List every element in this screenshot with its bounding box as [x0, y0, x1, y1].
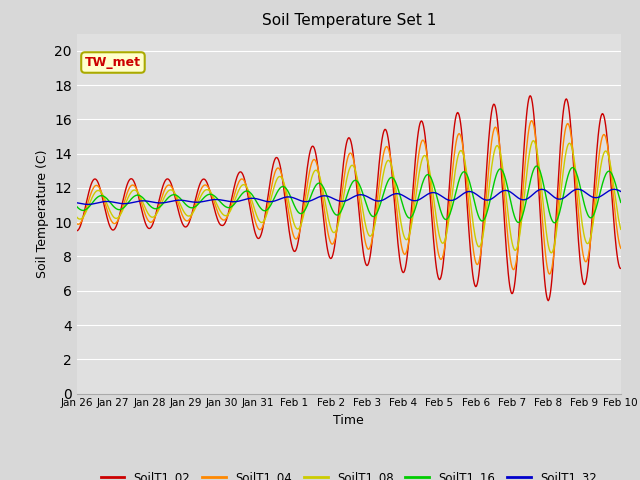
SoilT1_04 — [216, 214, 223, 219]
SoilT1_32 — [448, 198, 456, 204]
SoilT1_04 — [340, 174, 348, 180]
SoilT1_32 — [193, 199, 201, 205]
SoilT1_04 — [394, 211, 401, 216]
SoilT1_32 — [617, 189, 625, 194]
SoilT1_02 — [526, 93, 534, 98]
SoilT1_04 — [568, 144, 576, 149]
SoilT1_08 — [340, 189, 348, 195]
SoilT1_02 — [545, 298, 552, 303]
SoilT1_32 — [84, 202, 92, 207]
Legend: SoilT1_02, SoilT1_04, SoilT1_08, SoilT1_16, SoilT1_32: SoilT1_02, SoilT1_04, SoilT1_08, SoilT1_… — [96, 466, 602, 480]
SoilT1_02 — [193, 194, 200, 200]
SoilT1_08 — [73, 214, 81, 220]
SoilT1_16 — [568, 165, 576, 170]
Text: TW_met: TW_met — [85, 56, 141, 69]
SoilT1_08 — [394, 195, 401, 201]
SoilT1_08 — [216, 207, 223, 213]
SoilT1_02 — [568, 145, 576, 151]
SoilT1_16 — [216, 198, 223, 204]
SoilT1_08 — [547, 250, 555, 256]
SoilT1_02 — [216, 221, 223, 227]
SoilT1_08 — [617, 227, 625, 232]
SoilT1_32 — [341, 198, 349, 204]
SoilT1_32 — [73, 200, 81, 205]
SoilT1_02 — [447, 163, 454, 169]
SoilT1_04 — [546, 271, 554, 277]
SoilT1_08 — [193, 204, 200, 209]
SoilT1_08 — [447, 202, 454, 208]
SoilT1_16 — [394, 183, 401, 189]
SoilT1_16 — [193, 203, 200, 209]
Line: SoilT1_04: SoilT1_04 — [77, 120, 621, 274]
SoilT1_08 — [568, 147, 576, 153]
SoilT1_02 — [340, 154, 348, 159]
Line: SoilT1_02: SoilT1_02 — [77, 96, 621, 300]
SoilT1_04 — [617, 245, 625, 251]
Title: Soil Temperature Set 1: Soil Temperature Set 1 — [262, 13, 436, 28]
SoilT1_08 — [529, 138, 537, 144]
SoilT1_32 — [216, 197, 224, 203]
Y-axis label: Soil Temperature (C): Soil Temperature (C) — [36, 149, 49, 278]
SoilT1_16 — [533, 163, 541, 169]
SoilT1_04 — [528, 118, 536, 123]
SoilT1_32 — [394, 191, 402, 197]
X-axis label: Time: Time — [333, 414, 364, 427]
SoilT1_16 — [340, 201, 348, 206]
SoilT1_02 — [73, 228, 81, 234]
SoilT1_02 — [394, 232, 401, 238]
SoilT1_16 — [617, 200, 625, 205]
SoilT1_02 — [617, 265, 625, 271]
SoilT1_16 — [550, 220, 558, 226]
SoilT1_04 — [193, 200, 200, 205]
SoilT1_16 — [73, 204, 81, 209]
SoilT1_32 — [568, 189, 575, 194]
SoilT1_04 — [447, 186, 454, 192]
Line: SoilT1_16: SoilT1_16 — [77, 166, 621, 223]
SoilT1_04 — [73, 221, 81, 227]
SoilT1_32 — [574, 186, 582, 192]
Line: SoilT1_32: SoilT1_32 — [77, 189, 621, 204]
Line: SoilT1_08: SoilT1_08 — [77, 141, 621, 253]
SoilT1_16 — [447, 209, 454, 215]
